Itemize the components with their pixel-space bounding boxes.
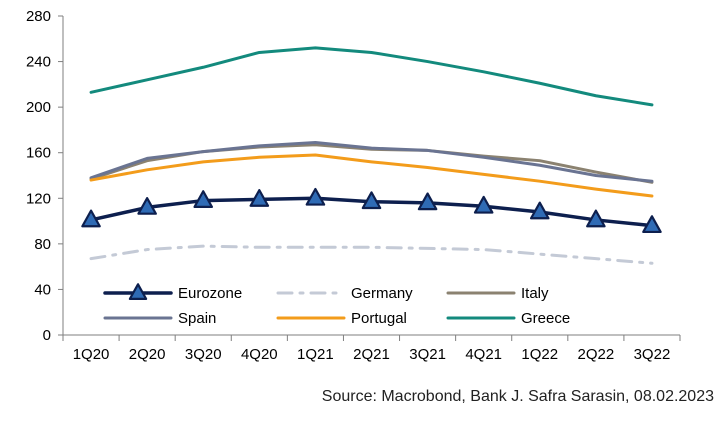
x-tick-labels: 1Q20 2Q20 3Q20 4Q20 1Q21 2Q21 3Q21 4Q21 1Q22 2Q22… <box>73 346 671 363</box>
data-point-eurozone <box>249 189 270 207</box>
y-tick-label: 120 <box>26 190 51 207</box>
legend-label: Eurozone <box>178 285 242 302</box>
data-point-eurozone <box>473 195 494 214</box>
legend-item-greece: Greece <box>446 310 570 327</box>
legend-item-portugal: Portugal <box>276 310 407 327</box>
x-tick-label: 3Q20 <box>185 346 222 363</box>
series-line-portugal <box>89 153 654 198</box>
legend-marker <box>128 283 148 300</box>
data-point-eurozone <box>417 192 438 211</box>
legend-item-spain: Spain <box>103 310 216 327</box>
legend-label: Germany <box>351 285 413 302</box>
legend-label: Greece <box>521 310 570 327</box>
legend-item-germany: Germany <box>276 285 413 302</box>
y-tick-label: 280 <box>26 8 51 25</box>
data-point-eurozone <box>586 209 606 228</box>
y-tick-label: 200 <box>26 99 51 116</box>
data-point-eurozone <box>642 215 662 234</box>
data-point-eurozone <box>361 191 382 210</box>
x-tick-label: 3Q21 <box>409 346 446 363</box>
x-tick-label: 2Q21 <box>353 346 390 363</box>
legend-label: Portugal <box>351 310 407 327</box>
chart-legend: Eurozone Germany Italy Spain Portugal Greece <box>103 283 570 327</box>
data-point-eurozone <box>305 187 326 206</box>
x-tick-label: 1Q22 <box>521 346 558 363</box>
series-line-greece <box>89 46 654 107</box>
data-point-eurozone <box>529 201 550 220</box>
chart-axes <box>58 15 681 341</box>
x-tick-label: 2Q22 <box>578 346 615 363</box>
y-tick-label: 80 <box>34 236 51 253</box>
y-tick-label: 160 <box>26 145 51 162</box>
x-tick-label: 1Q20 <box>73 346 110 363</box>
series-lines <box>81 46 662 265</box>
y-tick-labels: 0 40 80 120 160 200 240 280 <box>26 8 51 344</box>
data-point-eurozone <box>137 197 157 215</box>
x-tick-label: 4Q21 <box>465 346 502 363</box>
legend-item-eurozone: Eurozone <box>103 283 242 302</box>
x-tick-label: 2Q20 <box>129 346 166 363</box>
y-tick-label: 40 <box>34 281 51 298</box>
legend-item-italy: Italy <box>446 285 549 302</box>
data-point-eurozone <box>81 209 101 228</box>
legend-label: Spain <box>178 310 216 327</box>
series-line-italy <box>89 143 654 184</box>
x-tick-label: 1Q21 <box>297 346 334 363</box>
x-tick-label: 4Q20 <box>241 346 278 363</box>
y-tick-label: 240 <box>26 54 51 71</box>
series-line-germany <box>89 244 654 265</box>
data-point-eurozone <box>193 190 214 208</box>
legend-label: Italy <box>521 285 549 302</box>
y-tick-label: 0 <box>43 327 51 344</box>
series-line-spain <box>89 140 654 183</box>
x-tick-label: 3Q22 <box>634 346 671 363</box>
source-note: Source: Macrobond, Bank J. Safra Sarasin… <box>321 388 714 405</box>
